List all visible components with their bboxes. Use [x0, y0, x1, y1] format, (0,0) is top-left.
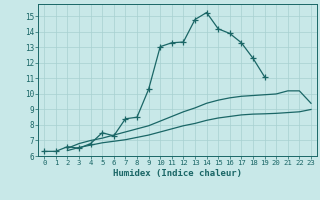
X-axis label: Humidex (Indice chaleur): Humidex (Indice chaleur)	[113, 169, 242, 178]
